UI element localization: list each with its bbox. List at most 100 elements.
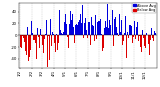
Bar — [76, 24, 77, 35]
Bar — [121, 20, 122, 35]
Bar — [22, 35, 23, 36]
Bar — [135, 35, 136, 39]
Bar — [123, 35, 124, 41]
Bar — [134, 21, 135, 35]
Bar — [127, 28, 128, 35]
Bar — [80, 14, 81, 35]
Bar — [112, 10, 113, 35]
Bar — [116, 27, 117, 35]
Bar — [74, 35, 75, 43]
Bar — [99, 21, 100, 35]
Bar — [52, 32, 53, 35]
Bar — [70, 11, 71, 35]
Bar — [115, 35, 116, 38]
Bar — [146, 33, 147, 35]
Bar — [132, 35, 133, 43]
Bar — [125, 16, 126, 35]
Bar — [61, 33, 62, 35]
Bar — [114, 19, 115, 35]
Bar — [67, 35, 68, 37]
Bar — [149, 35, 150, 55]
Bar — [144, 35, 145, 46]
Bar — [117, 33, 118, 35]
Bar — [71, 20, 72, 35]
Bar — [105, 21, 106, 35]
Bar — [102, 35, 103, 51]
Bar — [103, 35, 104, 48]
Bar — [66, 24, 67, 35]
Bar — [97, 22, 98, 35]
Bar — [142, 30, 143, 35]
Bar — [25, 35, 26, 51]
Bar — [31, 21, 32, 35]
Bar — [107, 4, 108, 35]
Bar — [65, 14, 66, 35]
Bar — [44, 35, 45, 39]
Bar — [118, 35, 119, 36]
Bar — [58, 35, 59, 43]
Bar — [33, 35, 34, 40]
Bar — [72, 14, 73, 35]
Bar — [131, 26, 132, 35]
Bar — [104, 28, 105, 35]
Bar — [30, 35, 31, 50]
Bar — [40, 29, 41, 35]
Bar — [88, 22, 89, 35]
Bar — [98, 21, 99, 35]
Bar — [56, 34, 57, 35]
Bar — [73, 27, 74, 35]
Bar — [120, 32, 121, 35]
Bar — [140, 13, 141, 35]
Bar — [95, 15, 96, 35]
Bar — [24, 35, 25, 42]
Bar — [28, 35, 29, 61]
Bar — [152, 35, 153, 50]
Bar — [122, 35, 123, 45]
Bar — [43, 35, 44, 53]
Bar — [46, 20, 47, 35]
Bar — [53, 34, 54, 35]
Bar — [51, 35, 52, 46]
Bar — [106, 27, 107, 35]
Bar — [77, 25, 78, 35]
Bar — [154, 31, 155, 35]
Bar — [93, 26, 94, 35]
Bar — [138, 35, 139, 41]
Bar — [32, 33, 33, 35]
Bar — [75, 22, 76, 35]
Bar — [119, 14, 120, 35]
Bar — [55, 35, 56, 52]
Bar — [35, 35, 36, 40]
Bar — [91, 17, 92, 35]
Bar — [94, 35, 95, 41]
Bar — [69, 24, 70, 35]
Bar — [108, 28, 109, 35]
Bar — [60, 33, 61, 35]
Bar — [49, 35, 50, 60]
Bar — [139, 35, 140, 36]
Bar — [81, 23, 82, 35]
Bar — [110, 25, 111, 35]
Bar — [101, 34, 102, 35]
Bar — [37, 29, 38, 35]
Bar — [41, 35, 42, 36]
Bar — [50, 19, 51, 35]
Bar — [36, 35, 37, 59]
Bar — [48, 35, 49, 40]
Bar — [26, 35, 27, 40]
Bar — [92, 25, 93, 35]
Bar — [113, 35, 114, 46]
Bar — [96, 35, 97, 39]
Bar — [155, 35, 156, 39]
Bar — [150, 35, 151, 40]
Bar — [63, 32, 64, 35]
Legend: Above Avg, Below Avg: Above Avg, Below Avg — [132, 3, 156, 13]
Bar — [84, 23, 85, 35]
Bar — [130, 25, 131, 35]
Bar — [141, 35, 142, 52]
Bar — [45, 34, 46, 35]
Bar — [153, 35, 154, 41]
Bar — [109, 35, 110, 40]
Bar — [100, 35, 101, 38]
Bar — [54, 35, 55, 43]
